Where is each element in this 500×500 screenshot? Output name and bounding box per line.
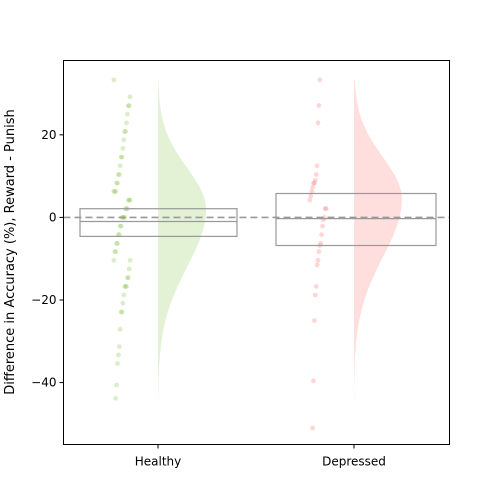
data-point <box>114 382 119 388</box>
data-point <box>314 163 320 169</box>
density-depressed <box>354 79 402 429</box>
data-point <box>118 223 124 229</box>
box-depressed <box>275 192 437 247</box>
data-point <box>118 154 124 160</box>
data-point <box>123 284 128 289</box>
data-point <box>112 189 118 194</box>
data-point <box>318 241 324 246</box>
data-point <box>124 120 129 126</box>
data-point <box>127 197 133 203</box>
data-point <box>323 206 329 212</box>
data-point <box>119 309 125 315</box>
x-tick-label-healthy: Healthy <box>135 455 182 469</box>
data-point <box>121 292 127 298</box>
data-point <box>117 326 123 332</box>
data-point <box>127 257 133 263</box>
data-point <box>125 197 131 203</box>
data-point <box>320 223 325 229</box>
y-tick-label: −40 <box>31 376 56 390</box>
y-tick-label: −20 <box>31 293 56 307</box>
data-point <box>122 129 128 134</box>
data-point <box>112 249 118 255</box>
data-point <box>312 292 318 298</box>
data-point <box>117 163 123 169</box>
data-point <box>307 197 313 203</box>
x-tick-label-depressed: Depressed <box>322 455 386 469</box>
data-point <box>315 120 321 126</box>
data-point <box>311 378 316 384</box>
data-point <box>114 241 119 246</box>
plot-layer <box>63 77 450 431</box>
data-point <box>125 275 130 281</box>
data-point <box>125 111 130 117</box>
data-point <box>111 77 117 83</box>
data-point <box>127 94 133 100</box>
data-point <box>115 180 120 186</box>
data-point <box>126 266 132 272</box>
data-point <box>317 77 323 83</box>
plot-frame <box>63 60 450 445</box>
data-point <box>310 184 315 190</box>
axis-layer: −40 −20 0 20 Healthy Depressed <box>31 128 386 469</box>
data-point <box>308 193 314 199</box>
data-point <box>310 425 315 431</box>
box-healthy <box>79 208 238 237</box>
data-point <box>111 189 117 194</box>
data-point <box>111 257 117 263</box>
y-tick-label: 20 <box>41 128 56 142</box>
data-point <box>122 284 128 289</box>
data-point <box>312 177 318 183</box>
y-tick-label: 0 <box>49 210 57 224</box>
data-point <box>116 172 122 177</box>
data-point <box>119 154 125 160</box>
data-point <box>316 103 322 108</box>
data-point <box>319 232 324 238</box>
data-point <box>309 189 315 194</box>
data-point <box>314 262 320 268</box>
data-point <box>313 284 319 289</box>
y-axis-label: Difference in Accuracy (%), Reward - Pun… <box>3 109 18 394</box>
data-point <box>120 146 126 151</box>
data-point <box>116 344 122 349</box>
data-point <box>117 223 123 229</box>
data-point <box>313 172 319 177</box>
data-point <box>115 241 120 246</box>
data-point <box>322 206 328 212</box>
data-point <box>120 300 126 306</box>
data-point <box>315 257 321 263</box>
data-point <box>124 284 129 289</box>
data-point <box>312 180 317 186</box>
data-point <box>126 103 132 108</box>
data-point <box>116 172 121 177</box>
data-point <box>113 249 119 255</box>
data-point <box>113 189 119 194</box>
density-healthy <box>158 79 206 400</box>
data-point <box>114 180 119 186</box>
data-point <box>116 352 121 358</box>
data-point <box>311 180 316 186</box>
data-point <box>123 129 128 134</box>
data-point <box>115 361 120 366</box>
data-point <box>118 309 124 315</box>
data-point <box>121 137 127 143</box>
data-point <box>113 395 119 401</box>
data-point <box>125 103 131 109</box>
data-point <box>312 318 317 323</box>
data-point <box>125 275 131 281</box>
data-point <box>126 197 132 203</box>
data-point <box>316 249 322 255</box>
